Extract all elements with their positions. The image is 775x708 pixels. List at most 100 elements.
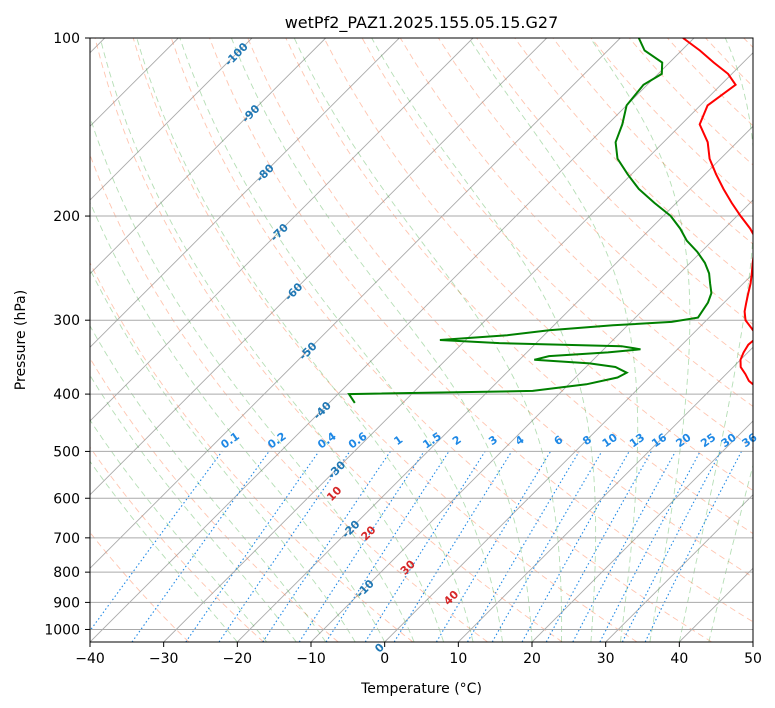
mixing-ratio-label: 0.6	[346, 429, 370, 451]
mixing-ratio-label: 25	[698, 431, 718, 450]
background-lines	[90, 38, 753, 642]
isotherm-line	[605, 494, 753, 642]
moist-adiabat-line	[90, 419, 268, 642]
x-tick-label: −10	[296, 651, 326, 667]
moist-adiabat-label: 10	[324, 484, 344, 504]
dry-adiabat-line	[438, 38, 753, 366]
y-tick-label: 300	[53, 313, 80, 329]
dry-adiabat-line	[247, 38, 753, 578]
mixing-ratio-label: 1	[392, 433, 406, 448]
mixing-ratio-line	[325, 451, 450, 642]
mixing-ratio-label: 2	[450, 433, 464, 448]
moist-adiabat-line	[90, 460, 238, 642]
isotherm-line	[531, 420, 753, 642]
isotherm-line	[90, 38, 548, 496]
moist-adiabat-line	[90, 324, 327, 642]
mixing-ratio-line	[90, 451, 223, 632]
y-tick-label: 700	[53, 531, 80, 547]
y-tick-label: 100	[53, 31, 80, 47]
dry-adiabat-line	[94, 38, 563, 642]
mixing-ratio-line	[262, 451, 391, 642]
moist-adiabat-line	[708, 463, 753, 642]
dewpoint-line	[347, 38, 713, 404]
dry-adiabat-line	[705, 38, 753, 88]
mixing-ratio-label: 30	[719, 431, 739, 451]
dry-adiabat-line	[132, 38, 638, 642]
dry-adiabat-line	[170, 38, 712, 642]
isotherm-label: -10	[354, 577, 377, 600]
y-tick-label: 900	[53, 595, 80, 611]
sounding-series	[347, 38, 753, 404]
y-tick-label: 600	[53, 491, 80, 507]
dry-adiabat-line	[476, 38, 753, 326]
isotherm-line	[90, 38, 253, 201]
mixing-ratio-line	[545, 451, 652, 642]
isotherm-line	[90, 38, 621, 569]
mixing-ratio-label: 20	[674, 431, 694, 451]
x-tick-label: 10	[449, 651, 467, 667]
isotherm-line	[457, 346, 753, 642]
moist-adiabat-line	[90, 268, 356, 642]
mixing-ratio-line	[298, 451, 425, 642]
mixing-ratio-line	[644, 451, 742, 642]
isotherm-line	[384, 273, 753, 642]
isotherm-label: -90	[239, 102, 262, 125]
mixing-ratio-label: 10	[600, 431, 620, 451]
isotherm-label: -80	[254, 161, 277, 184]
moist-adiabat-line	[371, 38, 597, 642]
mixing-ratio-label: 0.4	[315, 429, 339, 451]
moist-adiabat-line	[90, 201, 386, 642]
moist-adiabat-line	[230, 38, 533, 642]
mixing-ratio-line	[364, 451, 486, 642]
moist-adiabat-line	[678, 38, 753, 642]
isotherm-line	[236, 125, 753, 642]
mixing-ratio-line	[621, 451, 722, 642]
moist-adiabat-label: 30	[398, 557, 418, 577]
dry-adiabat-line	[90, 357, 339, 642]
mixing-ratio-line	[218, 451, 351, 642]
mixing-ratio-label: 0.1	[218, 430, 241, 452]
mixing-ratio-label: 36	[739, 431, 759, 451]
x-tick-label: 50	[744, 651, 762, 667]
isotherm-line	[310, 199, 753, 642]
dry-adiabat-line	[323, 38, 753, 492]
isotherm-label: -100	[222, 40, 251, 69]
isotherm-line	[90, 38, 695, 642]
dry-adiabat-line	[285, 38, 753, 535]
y-tick-label: 500	[53, 444, 80, 460]
mixing-ratio-label: 6	[552, 433, 566, 448]
dry-adiabat-line	[667, 38, 753, 127]
dry-adiabat-line	[209, 38, 753, 623]
moist-adiabat-line	[589, 38, 691, 642]
x-tick-label: −30	[149, 651, 179, 667]
moist-adiabat-line	[99, 38, 445, 642]
plot-frame	[89, 37, 754, 643]
isotherm-label: -40	[311, 399, 334, 422]
isotherm-line	[678, 567, 753, 642]
isotherm-label: -60	[282, 280, 305, 303]
y-tick-label: 1000	[44, 622, 80, 638]
x-tick-label: 30	[597, 651, 615, 667]
dry-adiabat-line	[90, 261, 414, 642]
moist-adiabat-line	[293, 38, 563, 642]
pressure-gridlines	[90, 38, 753, 630]
isotherm-line	[90, 38, 400, 348]
mixing-ratio-line	[393, 451, 513, 642]
x-tick-label: 0	[380, 651, 389, 667]
mixing-ratio-line	[131, 451, 270, 642]
isotherm-line	[163, 52, 753, 642]
mixing-ratio-line	[467, 451, 580, 642]
y-tick-label: 800	[53, 565, 80, 581]
isotherm-line	[752, 641, 753, 642]
x-tick-label: 20	[523, 651, 541, 667]
dry-adiabat-line	[90, 446, 264, 642]
mixing-ratio-label: 13	[627, 431, 647, 450]
dry-adiabat-line	[90, 153, 488, 642]
mixing-ratio-line	[521, 451, 630, 642]
y-tick-label: 400	[53, 387, 80, 403]
y-axis-label: Pressure (hPa)	[13, 290, 29, 390]
mixing-ratio-label: 4	[513, 433, 527, 448]
isotherm-line	[90, 38, 327, 275]
x-axis-ticks: −40 −30 −20 −10 0 10 20 30 40 50	[75, 642, 762, 667]
